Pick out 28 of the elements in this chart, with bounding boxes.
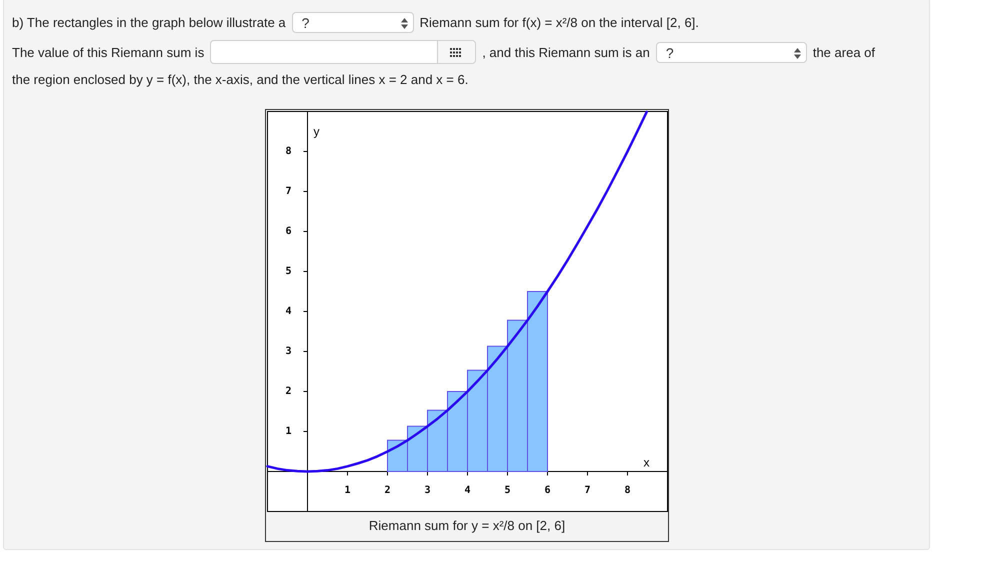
text: Riemann sum for y = x²/8 on [2, 6] bbox=[368, 518, 566, 533]
x-tick-label: 4 bbox=[464, 485, 471, 496]
text: , and this Riemann sum is an bbox=[482, 44, 650, 60]
line-series bbox=[266, 110, 648, 473]
text: b) The rectangles in the graph below illustrate a bbox=[12, 14, 286, 30]
text: the area of bbox=[812, 44, 875, 60]
y-tick-label: 3 bbox=[285, 346, 292, 357]
x-tick-label: 1 bbox=[344, 485, 351, 496]
y-tick-label: 6 bbox=[285, 226, 292, 237]
y-tick-label: 8 bbox=[285, 146, 292, 157]
y-tick-label: 5 bbox=[285, 266, 292, 277]
y-tick-label: 4 bbox=[285, 306, 292, 317]
text: Riemann sum for f(x) = x²/8 on the interval [2, 6]. bbox=[420, 14, 699, 30]
dropdown: ? bbox=[292, 12, 414, 32]
x-tick-label: 6 bbox=[544, 485, 551, 496]
dropdown: ? bbox=[656, 42, 807, 62]
x-tick-label: 5 bbox=[504, 485, 511, 496]
x-axis-title: x bbox=[644, 456, 650, 470]
x-tick-label: 2 bbox=[384, 485, 391, 496]
x-tick-label: 3 bbox=[424, 485, 431, 496]
text: the region enclosed by y = f(x), the x-axis, and the vertical lines x = 2 and x = 6. bbox=[12, 72, 468, 86]
y-axis-title: y bbox=[314, 124, 320, 138]
y-tick-label: 7 bbox=[285, 186, 292, 197]
x-tick-label: 7 bbox=[584, 485, 591, 496]
y-tick-label: 1 bbox=[285, 426, 292, 437]
y-tick-label: 2 bbox=[285, 386, 292, 397]
text: The value of this Riemann sum is bbox=[12, 44, 204, 60]
x-tick-label: 8 bbox=[624, 485, 631, 496]
